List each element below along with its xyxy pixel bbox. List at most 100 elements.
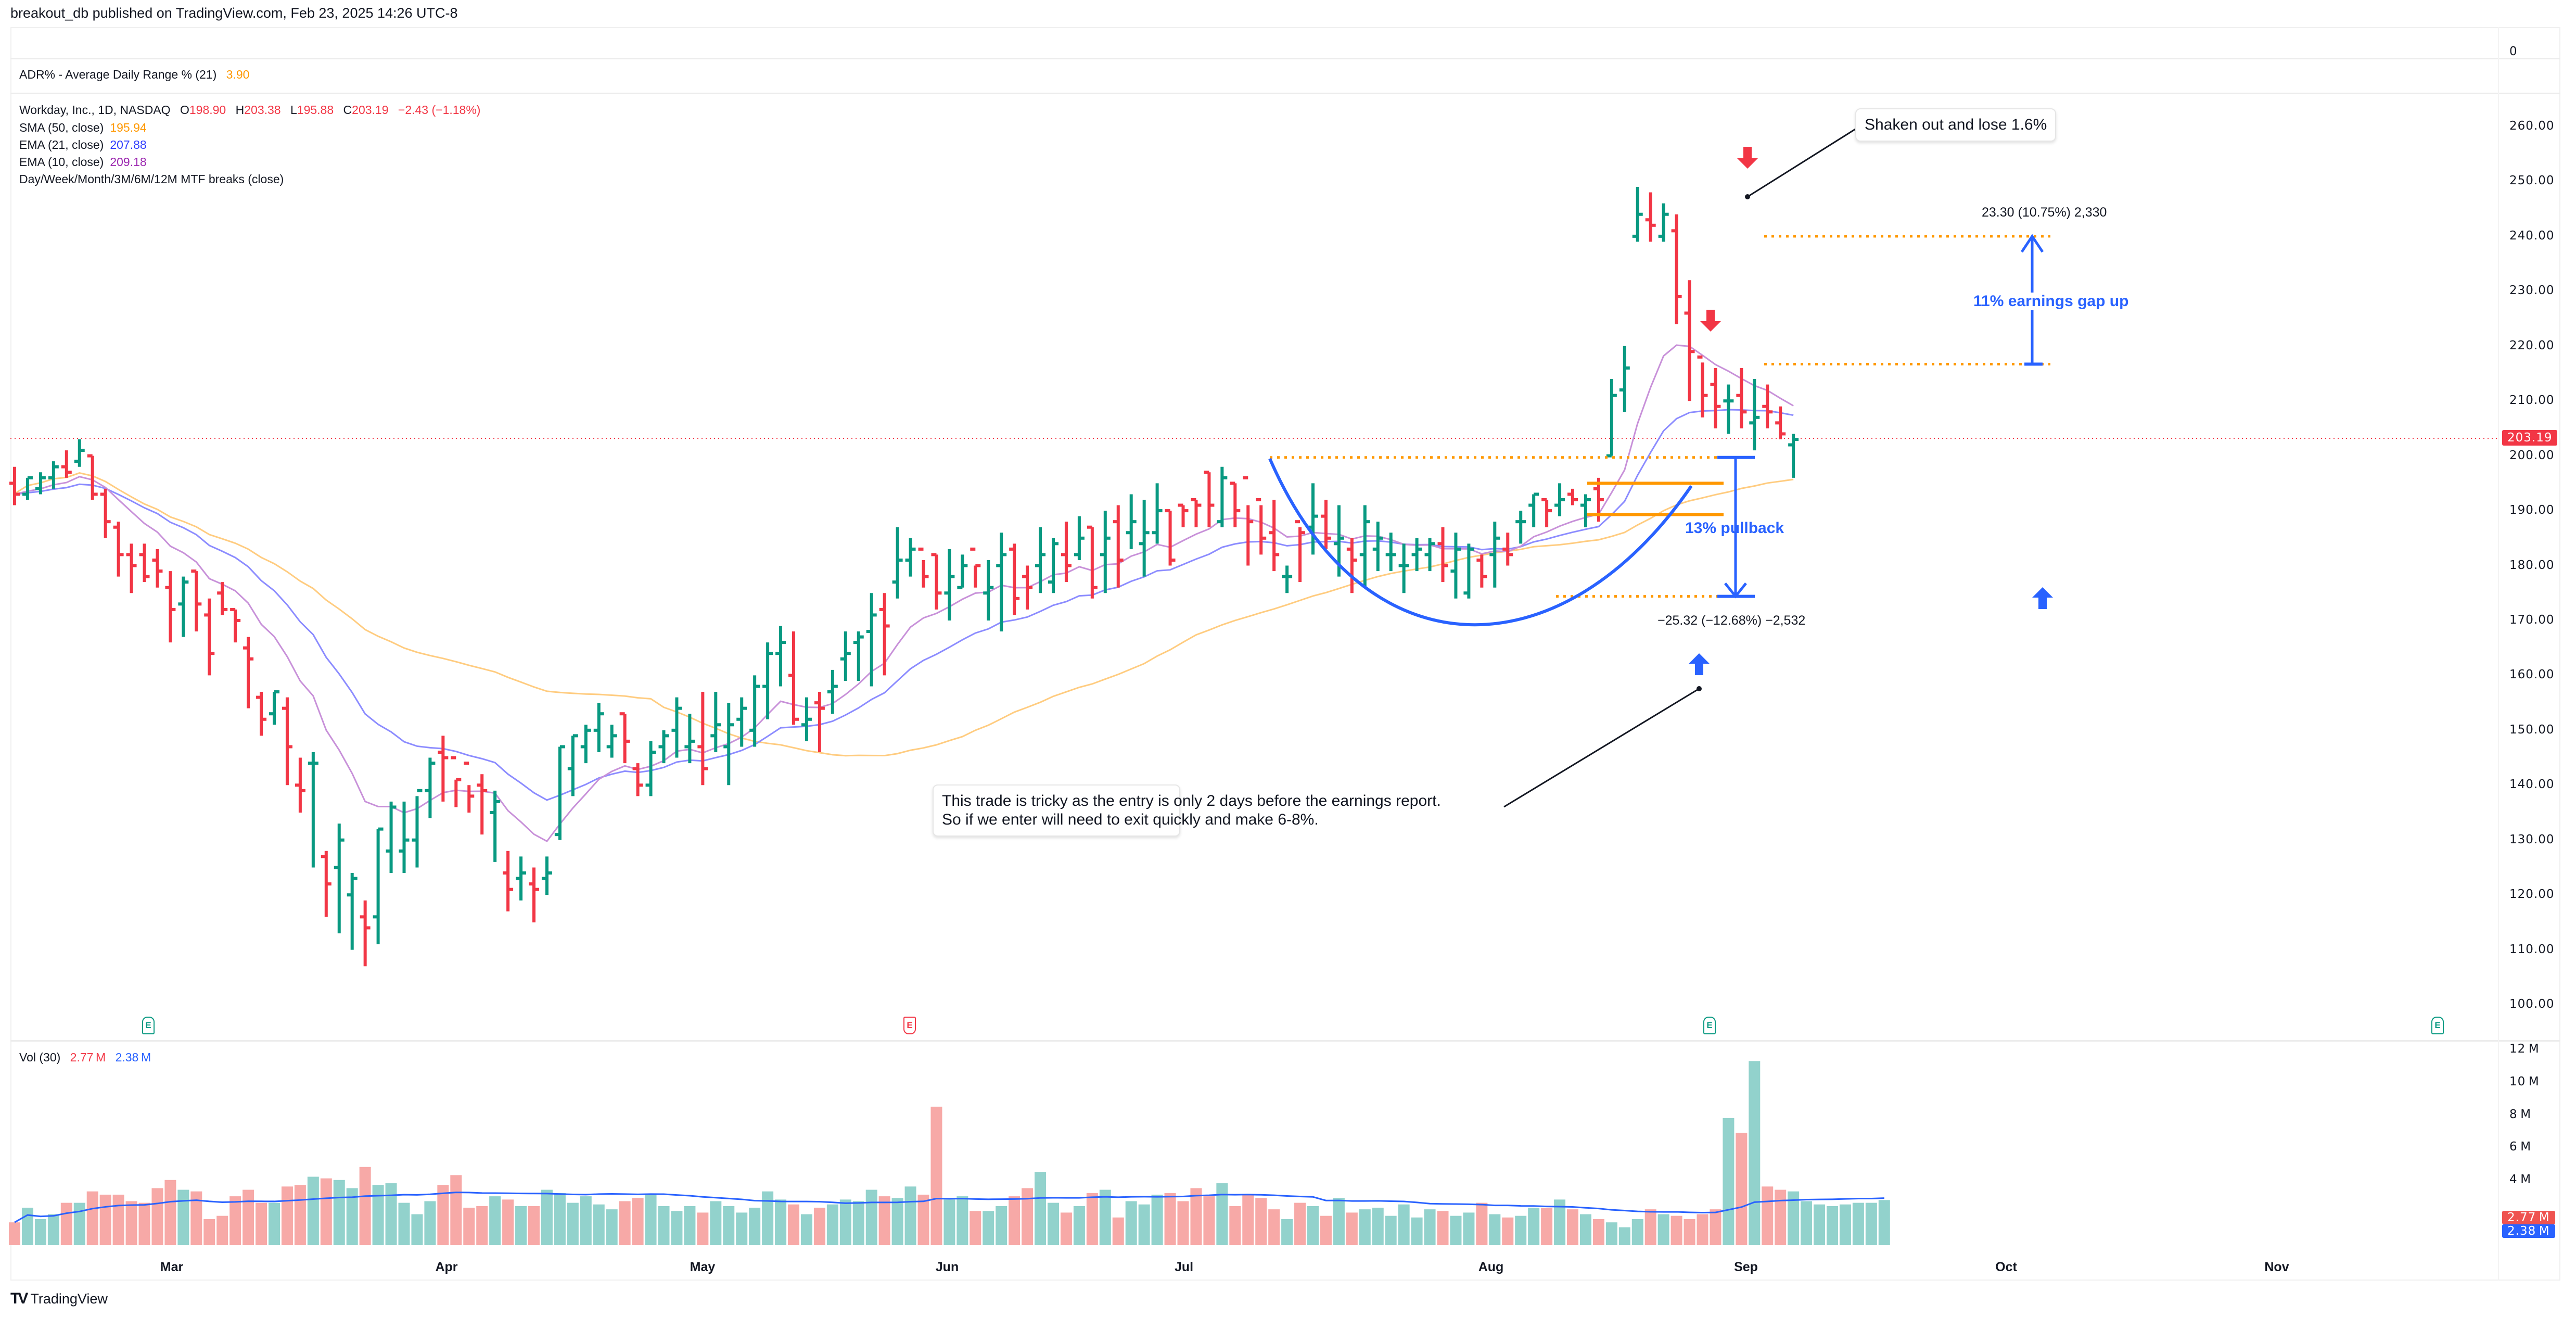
indicator-label: SMA (50, close) xyxy=(19,121,104,134)
price-axis-tick: 260.00 xyxy=(2509,119,2555,133)
price-axis-tick: 210.00 xyxy=(2509,394,2555,408)
indicator-ema21[interactable]: EMA (21, close) 207.88 xyxy=(19,138,147,152)
high-label: H xyxy=(235,103,245,117)
price-axis-tick: 240.00 xyxy=(2509,229,2555,243)
indicator-value: 209.18 xyxy=(110,155,147,169)
indicator-value: 207.88 xyxy=(110,138,147,151)
volume-axis-tick: 10 M xyxy=(2509,1075,2540,1088)
callout-line: So if we enter will need to exit quickly… xyxy=(942,811,1319,828)
volume-value: 2.77 M xyxy=(70,1050,106,1064)
tradingview-logo[interactable]: TV TradingView xyxy=(10,1290,108,1308)
callout-shaken-out[interactable]: Shaken out and lose 1.6% xyxy=(1855,108,2057,142)
time-axis-label: Oct xyxy=(1995,1260,2017,1274)
indicator-sma50[interactable]: SMA (50, close) 195.94 xyxy=(19,121,147,135)
sma50-line xyxy=(14,472,1794,757)
low-label: L xyxy=(290,103,297,117)
callout-anchor-dot xyxy=(1697,686,1702,691)
change-value: −2.43 (−1.18%) xyxy=(398,103,481,117)
pullback-measure-text: −25.32 (−12.68%) −2,532 xyxy=(1657,613,1806,628)
close-label: C xyxy=(343,103,352,117)
pullback-label[interactable]: 13% pullback xyxy=(1685,520,1784,537)
callout-tricky-trade[interactable]: This trade is tricky as the entry is onl… xyxy=(933,784,1441,837)
price-axis-tick: 130.00 xyxy=(2509,832,2555,846)
callout-line: This trade is tricky as the entry is onl… xyxy=(942,792,1441,809)
arrow-down-icon xyxy=(1724,582,1747,599)
pane-separator xyxy=(10,58,2560,59)
earnings-marker-icon[interactable]: E xyxy=(1703,1017,1716,1034)
pane-separator xyxy=(10,93,2560,94)
ohlc-bars xyxy=(9,186,1799,967)
price-axis-tick: 180.00 xyxy=(2509,558,2555,572)
earnings-marker-icon[interactable]: E xyxy=(142,1017,155,1034)
price-axis-tick: 150.00 xyxy=(2509,723,2555,737)
volume-ma-tag: 2.38 M xyxy=(2502,1224,2555,1238)
earnings-marker-icon[interactable]: E xyxy=(903,1017,916,1034)
price-axis-tick: 170.00 xyxy=(2509,613,2555,627)
sell-arrow-icon[interactable] xyxy=(1700,310,1721,332)
ema10-line xyxy=(14,344,1794,843)
tradingview-logo-icon: TV xyxy=(10,1290,28,1307)
chart-frame xyxy=(10,27,2560,1281)
adr-legend[interactable]: ADR% - Average Daily Range % (21) 3.90 xyxy=(19,68,249,82)
price-axis-tick: 110.00 xyxy=(2509,942,2555,956)
price-axis-tick: 190.00 xyxy=(2509,503,2555,517)
callout-leader-line xyxy=(1747,124,1863,198)
volume-axis-tick: 12 M xyxy=(2509,1042,2540,1056)
time-axis-label: Mar xyxy=(160,1260,184,1274)
indicator-label: Day/Week/Month/3M/6M/12M MTF breaks (clo… xyxy=(19,172,284,186)
high-value: 203.38 xyxy=(244,103,281,117)
callout-leader-line xyxy=(1503,688,1700,808)
time-axis-label: Aug xyxy=(1478,1260,1504,1274)
arrow-up-icon xyxy=(2020,234,2044,253)
price-axis-tick: 220.00 xyxy=(2509,338,2555,352)
cup-curve[interactable] xyxy=(1268,458,1693,627)
open-label: O xyxy=(180,103,189,117)
time-axis-label: Sep xyxy=(1734,1260,1758,1274)
adr-axis-value: 0 xyxy=(2509,45,2518,58)
price-axis-tick: 120.00 xyxy=(2509,888,2555,902)
volume-label: Vol (30) xyxy=(19,1050,61,1064)
callout-anchor-dot xyxy=(1745,194,1750,199)
gap-measure-text: 23.30 (10.75%) 2,330 xyxy=(1982,205,2107,220)
volume-ma-value: 2.38 M xyxy=(115,1050,151,1064)
indicator-mtf-breaks[interactable]: Day/Week/Month/3M/6M/12M MTF breaks (clo… xyxy=(19,172,284,186)
indicator-label: EMA (21, close) xyxy=(19,138,104,151)
gap-label[interactable]: 11% earnings gap up xyxy=(1973,293,2129,310)
close-value: 203.19 xyxy=(352,103,389,117)
time-axis-label: Jun xyxy=(935,1260,959,1274)
low-value: 195.88 xyxy=(297,103,334,117)
volume-legend[interactable]: Vol (30) 2.77 M 2.38 M xyxy=(19,1050,151,1065)
ema21-line xyxy=(14,409,1794,801)
callout-text: Shaken out and lose 1.6% xyxy=(1865,116,2047,133)
tradingview-logo-text: TradingView xyxy=(30,1290,108,1307)
volume-axis-tick: 6 M xyxy=(2509,1140,2532,1154)
time-axis-label: Jul xyxy=(1174,1260,1194,1274)
volume-bars xyxy=(9,1061,1890,1245)
indicator-label: EMA (10, close) xyxy=(19,155,104,169)
symbol-legend[interactable]: Workday, Inc., 1D, NASDAQ O198.90 H203.3… xyxy=(19,103,480,117)
price-axis-tick: 200.00 xyxy=(2509,448,2555,462)
indicator-ema10[interactable]: EMA (10, close) 209.18 xyxy=(19,155,147,169)
symbol-title: Workday, Inc., 1D, NASDAQ xyxy=(19,103,171,117)
price-axis-tick: 160.00 xyxy=(2509,668,2555,682)
price-axis-tick: 250.00 xyxy=(2509,174,2555,188)
price-axis-tick: 230.00 xyxy=(2509,284,2555,298)
volume-tag: 2.77 M xyxy=(2502,1211,2555,1224)
buy-arrow-icon[interactable] xyxy=(2032,587,2053,609)
volume-axis-tick: 4 M xyxy=(2509,1172,2532,1186)
open-value: 198.90 xyxy=(189,103,226,117)
adr-label: ADR% - Average Daily Range % (21) xyxy=(19,68,217,81)
sell-arrow-icon[interactable] xyxy=(1737,147,1758,169)
last-price-tag: 203.19 xyxy=(2502,430,2558,446)
price-axis-tick: 140.00 xyxy=(2509,778,2555,792)
volume-axis-tick: 8 M xyxy=(2509,1107,2532,1121)
time-axis-label: May xyxy=(690,1260,716,1274)
buy-arrow-icon[interactable] xyxy=(1689,653,1710,675)
volume-ma-line xyxy=(14,1192,1884,1223)
time-axis-label: Nov xyxy=(2264,1260,2289,1274)
earnings-marker-icon[interactable]: E xyxy=(2431,1017,2444,1034)
pane-separator xyxy=(10,1040,2560,1042)
adr-value: 3.90 xyxy=(226,68,250,81)
time-axis-label: Apr xyxy=(435,1260,458,1274)
